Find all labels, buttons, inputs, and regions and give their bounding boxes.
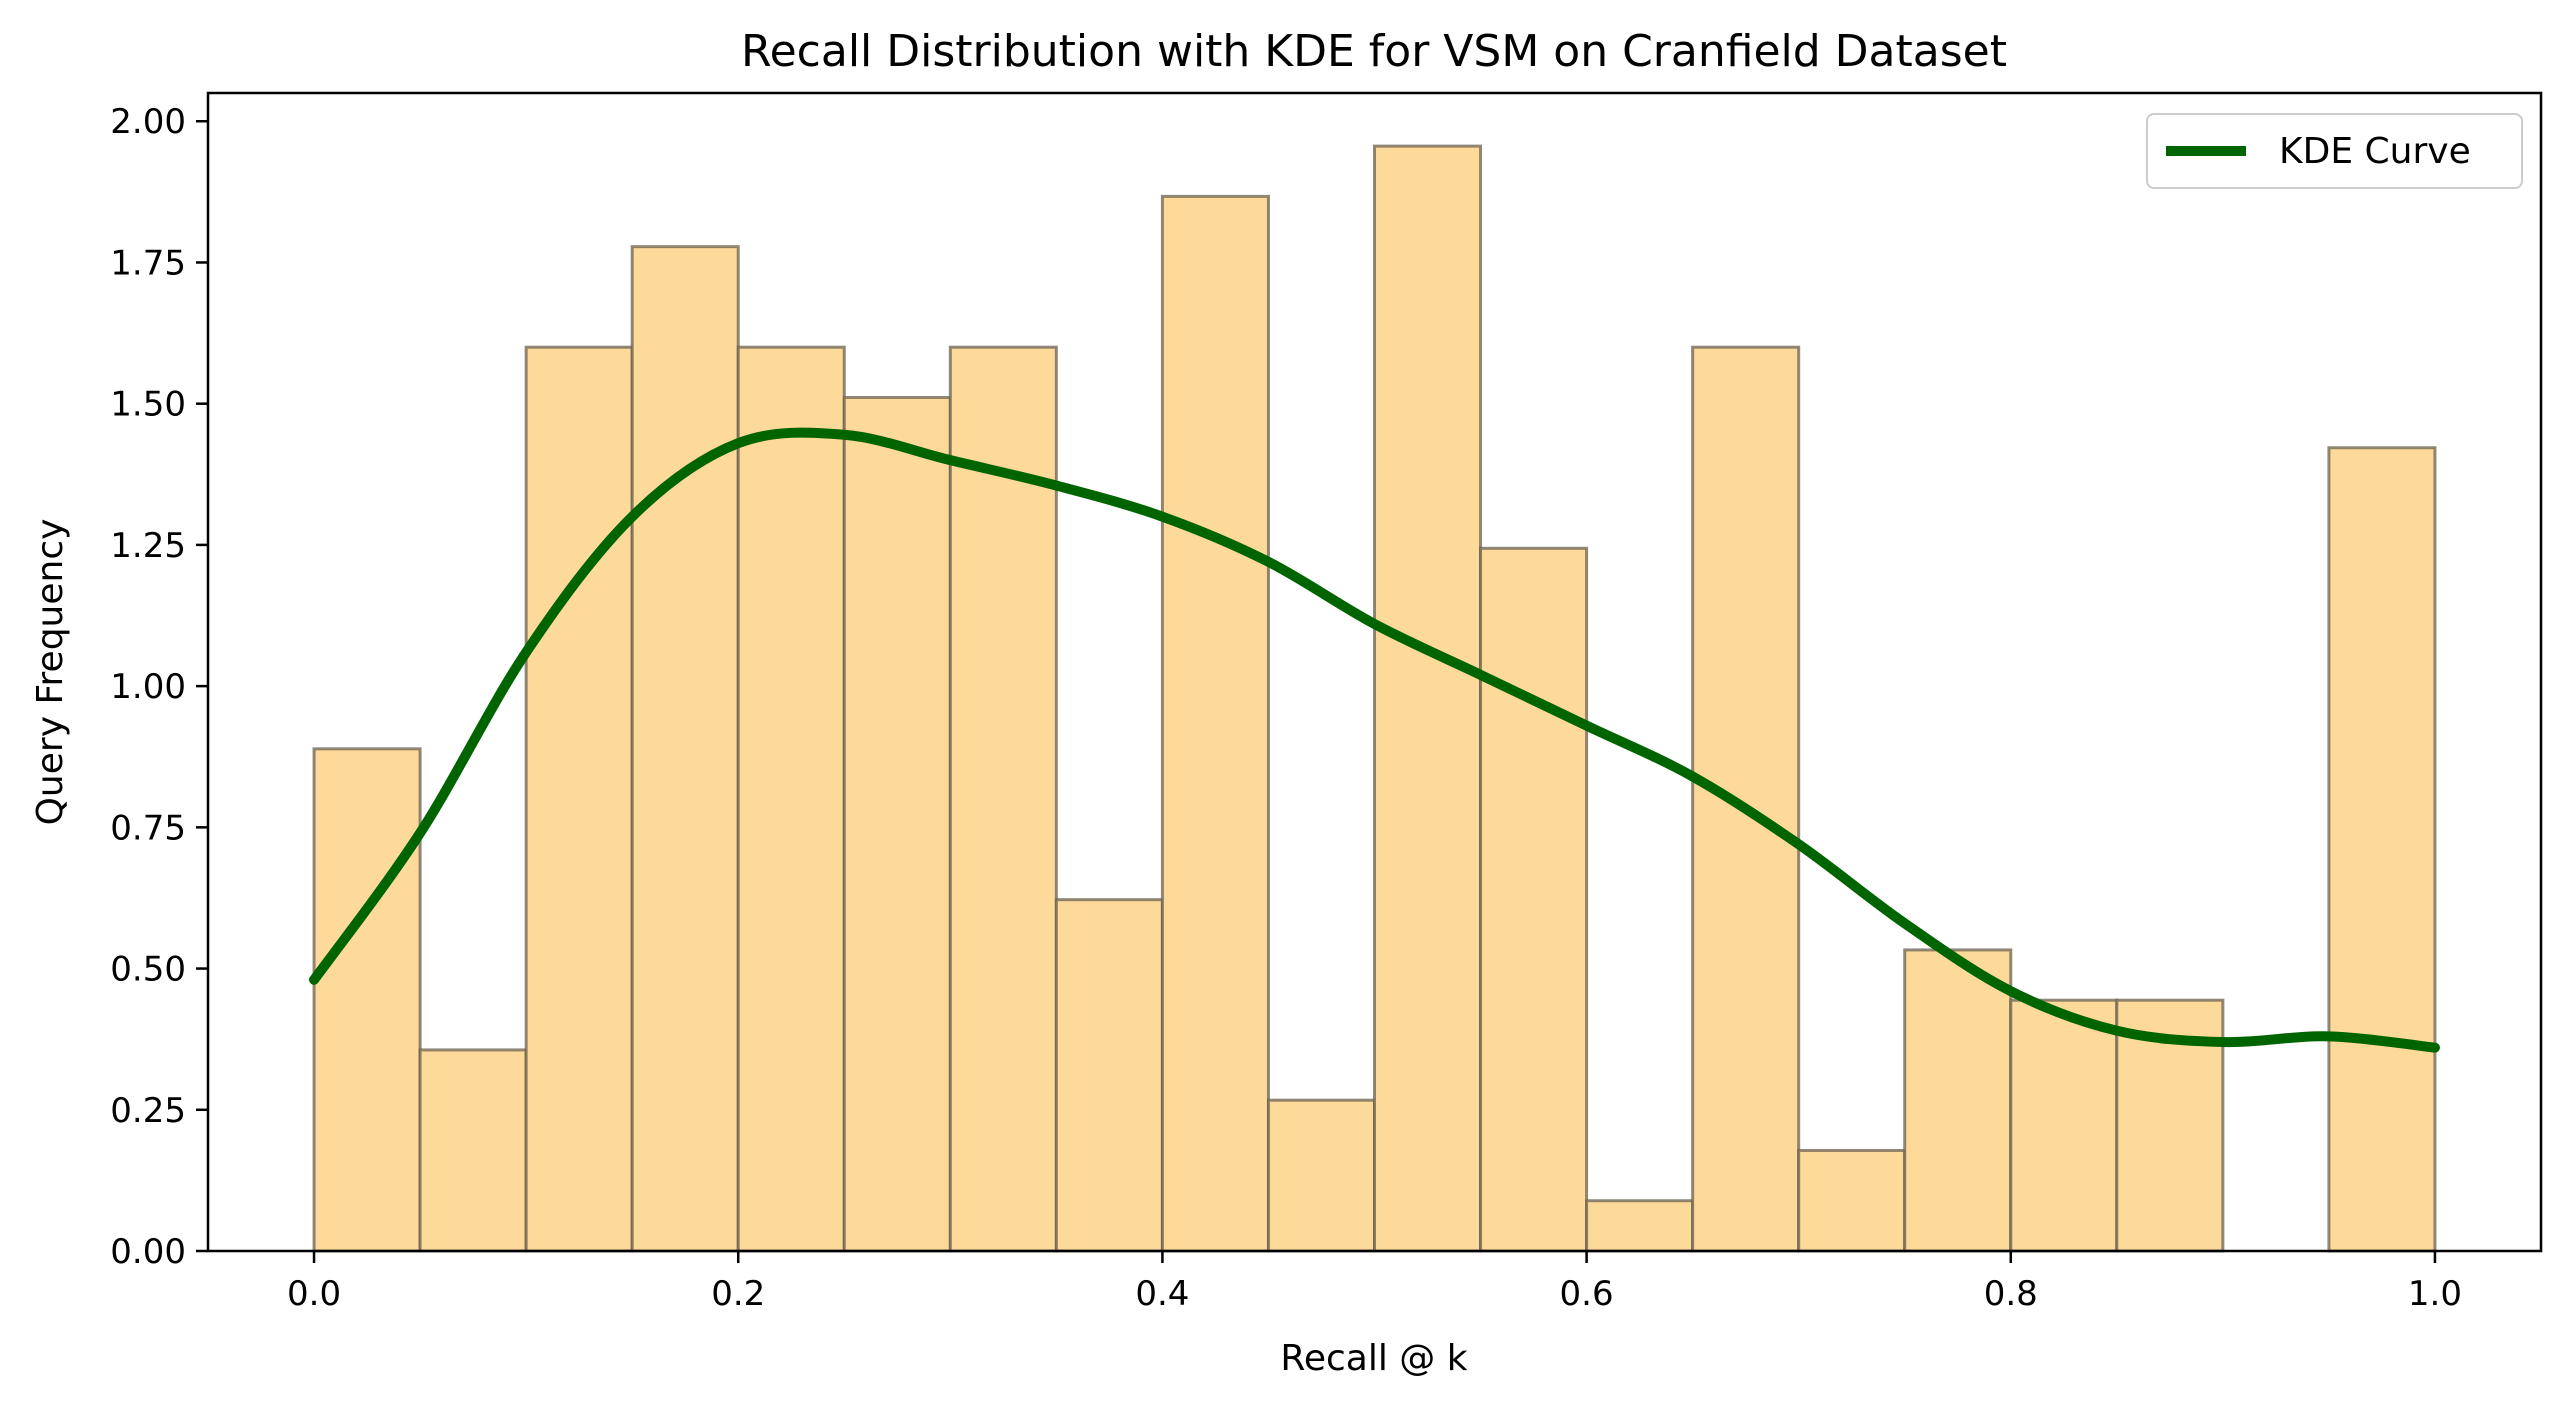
x-tick-label: 0.2: [711, 1274, 765, 1314]
histogram-bar: [630, 245, 740, 1253]
legend-kde-label: KDE Curve: [2279, 131, 2471, 172]
x-tick-label: 0.0: [287, 1274, 341, 1314]
y-tick-label: 1.00: [110, 667, 186, 707]
histogram-bar: [524, 345, 634, 1253]
x-tick-label: 0.4: [1135, 1274, 1189, 1314]
histogram-bar: [736, 345, 846, 1253]
y-axis-label: Query Frequency: [30, 519, 71, 826]
chart-title: Recall Distribution with KDE for VSM on …: [741, 26, 2007, 77]
histogram-bar: [1373, 144, 1483, 1253]
histogram-bar: [1479, 546, 1589, 1253]
y-tick-label: 1.50: [110, 385, 186, 425]
plot-area-frame: [206, 91, 2543, 1253]
histogram-bar: [948, 345, 1058, 1253]
kde-curve-line: [309, 427, 2440, 1053]
y-tick-label: 0.50: [110, 950, 186, 990]
x-tick-label: 0.8: [1984, 1274, 2038, 1314]
y-tick-label: 0.75: [110, 808, 186, 848]
histogram-bar: [2327, 446, 2437, 1253]
y-axis-ticks: 0.00 0.25 0.50 0.75 1.00 1.25 1.50 1.75 2.00: [110, 102, 208, 1272]
legend: KDE Curve: [2146, 113, 2523, 189]
histogram-bar: [418, 1048, 528, 1253]
histogram-bar: [1054, 898, 1164, 1253]
y-tick-label: 0.25: [110, 1091, 186, 1131]
y-tick-label: 1.75: [110, 243, 186, 283]
x-axis-label: Recall @ k: [1280, 1338, 1467, 1379]
x-axis-ticks: 0.0 0.2 0.4 0.6 0.8 1.0: [287, 1251, 2462, 1314]
histogram-bar: [842, 395, 952, 1253]
histogram-bar: [1691, 345, 1801, 1253]
histogram-bar: [1903, 948, 2013, 1253]
x-tick-label: 0.6: [1560, 1274, 1614, 1314]
y-tick-label: 1.25: [110, 526, 186, 566]
histogram-bar: [1797, 1148, 1907, 1253]
histogram-bar: [1160, 194, 1270, 1253]
legend-box: [2146, 113, 2523, 189]
histogram-bars: [312, 144, 2437, 1253]
y-tick-label: 2.00: [110, 102, 186, 142]
x-tick-label: 1.0: [2408, 1274, 2462, 1314]
histogram-bar: [1266, 1098, 1377, 1253]
histogram-bar: [2009, 998, 2119, 1253]
y-tick-label: 0.00: [110, 1232, 186, 1272]
histogram-bar: [312, 747, 422, 1253]
histogram-bar: [1585, 1199, 1695, 1253]
